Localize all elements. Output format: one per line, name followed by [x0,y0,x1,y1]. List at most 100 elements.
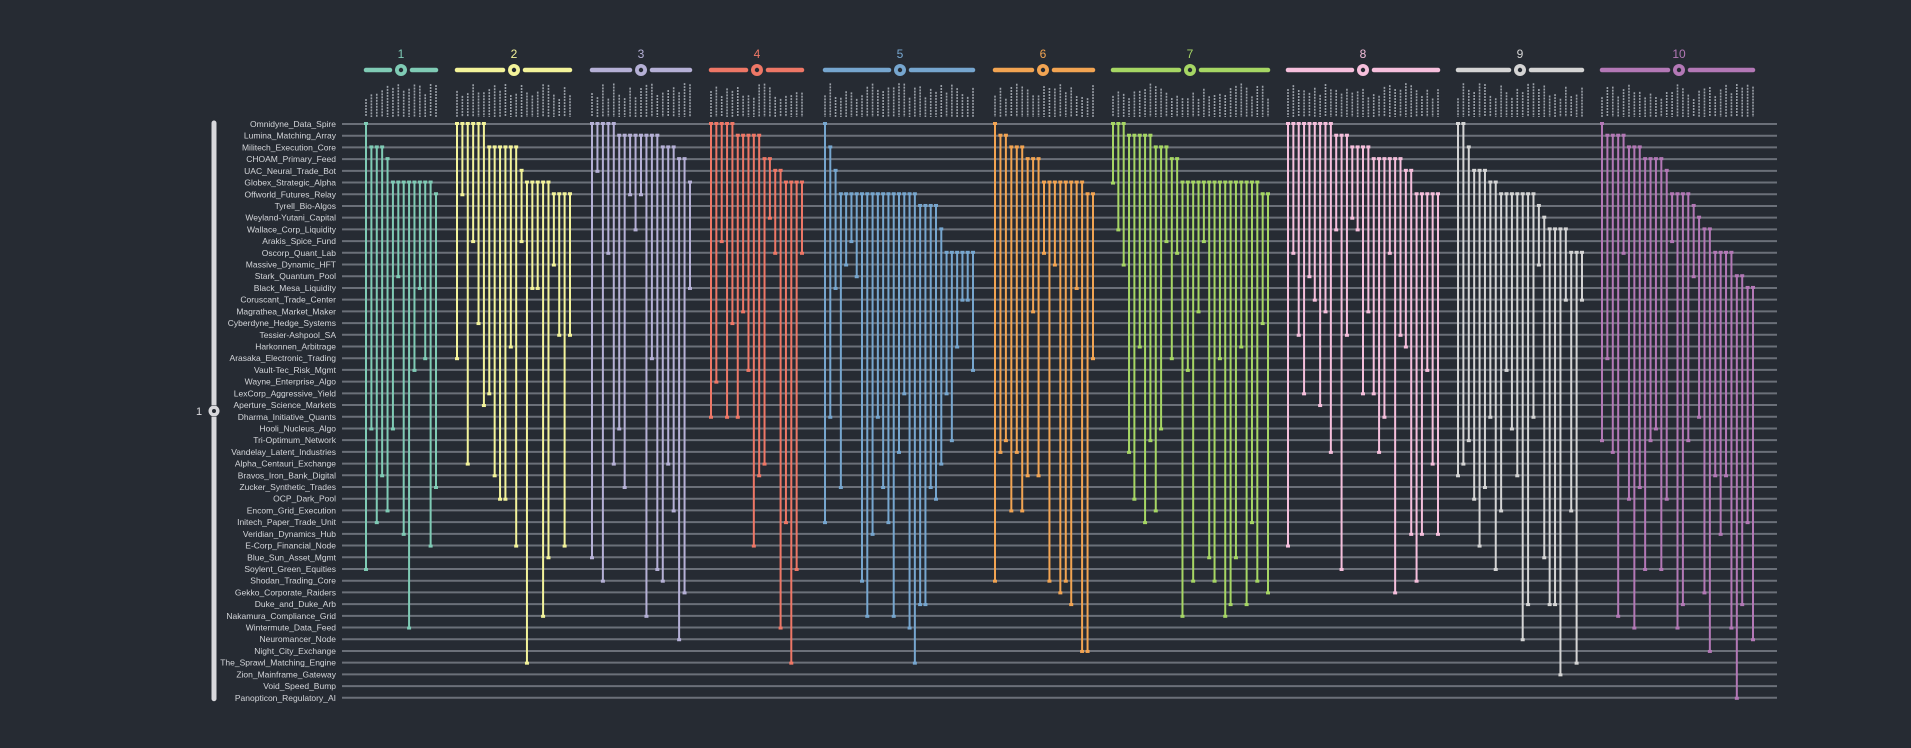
span-start-cap [633,133,638,137]
span-start-cap [1153,145,1158,149]
span-end-cap [1403,345,1408,349]
span-start-cap [865,192,870,196]
row: Militech_Execution_Core [242,142,1777,152]
span-start-cap [1063,180,1068,184]
group-3: 3 [589,47,693,642]
row-label: UAC_Neural_Trade_Bot [244,166,336,176]
group-node-center [1040,67,1046,73]
span-end-cap [854,275,859,279]
span-end-cap [1344,333,1349,337]
span-start-cap [1729,250,1734,254]
row-label: Massive_Dynamic_HFT [246,260,336,270]
span-end-cap [688,286,692,290]
group-1: 1 [363,47,439,630]
row-label: Arasaka_Electronic_Trading [230,353,337,363]
span-end-cap [487,392,492,396]
row-label: The_Sprawl_Matching_Engine [220,658,336,668]
span-end-cap [714,380,719,384]
span-end-cap [773,251,778,255]
span-end-cap [1637,486,1642,490]
span-end-cap [1387,251,1392,255]
span-end-cap [735,415,740,419]
span-end-cap [971,368,975,372]
span-start-cap [1377,157,1382,161]
row: Soylent_Green_Equities [244,564,1777,574]
span-start-cap [907,192,912,196]
span-end-cap [741,310,746,314]
span-end-cap [617,427,622,431]
row-label: Aperture_Science_Markets [233,400,336,410]
span-end-cap [709,415,713,419]
span-end-cap [1488,415,1493,419]
row: Zucker_Synthetic_Trades [239,482,1777,492]
span-start-cap [471,122,476,125]
span-start-cap [1553,227,1558,231]
span-start-cap [1707,227,1712,231]
row: E-Corp_Financial_Node [245,541,1777,551]
span-end-cap [1180,614,1185,618]
row: The_Sprawl_Matching_Engine [220,658,1777,668]
span-end-cap [535,286,540,290]
span-end-cap [944,392,949,396]
span-start-cap [455,122,459,125]
span-start-cap [844,192,849,196]
span-start-cap [783,180,788,184]
span-start-cap [1515,192,1520,196]
span-start-cap [1207,180,1212,184]
span-end-cap [1626,497,1631,501]
span-end-cap [1350,216,1355,220]
span-start-cap [1137,133,1142,137]
span-end-cap [1312,298,1317,302]
span-start-cap [1691,203,1696,207]
span-start-cap [1111,122,1115,125]
span-end-cap [1414,579,1419,583]
span-start-cap [1175,157,1180,161]
span-start-cap [1466,145,1471,149]
span-end-cap [541,614,546,618]
span-start-cap [838,192,843,196]
span-end-cap [1143,521,1148,525]
span-end-cap [828,415,833,419]
span-end-cap [434,486,438,490]
span-end-cap [1393,591,1398,595]
span-end-cap [1702,591,1707,595]
row-label: Night_City_Exchange [254,646,336,656]
span-start-cap [1414,192,1419,196]
span-end-cap [934,497,938,501]
span-start-cap [735,133,740,137]
span-end-cap [551,263,556,267]
span-start-cap [1233,180,1238,184]
row-label: Void_Speed_Bump [263,681,336,691]
span-end-cap [918,603,923,607]
span-end-cap [1191,579,1196,583]
span-end-cap [1653,427,1658,431]
span-end-cap [1058,591,1063,595]
span-start-cap [465,122,470,125]
row-label: Gekko_Corporate_Raiders [235,587,336,597]
span-end-cap [1153,509,1158,513]
span-start-cap [778,168,783,172]
span-start-cap [1323,122,1328,125]
span-start-cap [498,145,503,149]
span-end-cap [794,567,799,571]
span-end-cap [912,661,917,665]
span-end-cap [590,556,594,560]
root-label: 1 [196,406,202,418]
span-end-cap [1239,345,1244,349]
span-start-cap [891,192,896,196]
span-end-cap [1670,240,1675,244]
span-start-cap [767,157,772,161]
row-label: Lumina_Matching_Array [244,131,337,141]
span-start-cap [649,133,654,137]
span-end-cap [460,193,465,197]
span-end-cap [1185,368,1190,372]
group-label: 4 [754,47,761,61]
span-start-cap [949,250,954,254]
span-end-cap [417,286,422,290]
span-start-cap [1164,145,1169,149]
span-end-cap [1052,263,1057,267]
span-start-cap [1350,145,1355,149]
span-end-cap [1569,509,1574,513]
span-start-cap [1600,122,1604,125]
row: Wintermute_Data_Feed [246,623,1777,633]
